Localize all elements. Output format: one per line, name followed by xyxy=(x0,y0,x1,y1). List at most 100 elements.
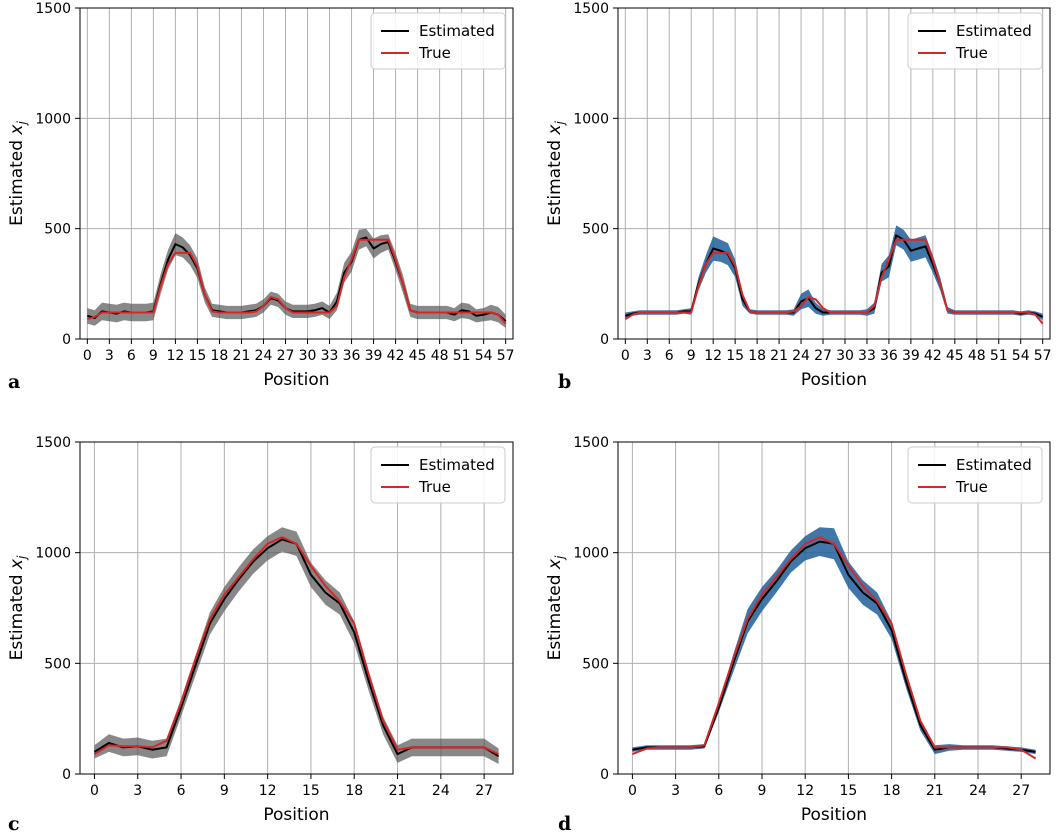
series-line-true xyxy=(93,536,500,756)
x-tick-label: 3 xyxy=(671,783,680,799)
y-axis-label: Estimated xj xyxy=(545,555,567,660)
axes-frame xyxy=(79,441,514,775)
x-tick-label: 33 xyxy=(321,348,339,364)
uncertainty-band xyxy=(94,527,499,764)
x-tick-label: 51 xyxy=(990,348,1008,364)
y-tick-label: 1500 xyxy=(573,1,609,17)
x-tick-label: 39 xyxy=(365,348,383,364)
x-tick-label: 0 xyxy=(628,783,637,799)
x-tick-label: 12 xyxy=(166,348,184,364)
uncertainty-band xyxy=(87,228,506,328)
x-tick-label: 3 xyxy=(643,348,652,364)
series-line-true xyxy=(87,238,507,325)
x-tick-label: 42 xyxy=(387,348,405,364)
y-tick-label: 1500 xyxy=(35,435,71,451)
uncertainty-band xyxy=(625,225,1043,321)
x-tick-label: 12 xyxy=(796,783,814,799)
legend-label-true: True xyxy=(955,478,988,496)
x-tick-label: 0 xyxy=(90,783,99,799)
x-tick-label: 12 xyxy=(259,783,277,799)
x-tick-label: 36 xyxy=(880,348,898,364)
y-tick-label: 1000 xyxy=(573,546,609,562)
panel-letter: b xyxy=(558,371,571,393)
y-tick-label: 500 xyxy=(582,222,609,238)
x-tick-label: 33 xyxy=(858,348,876,364)
x-tick-label: 0 xyxy=(83,348,92,364)
x-tick-label: 51 xyxy=(453,348,471,364)
x-tick-label: 6 xyxy=(127,348,136,364)
x-tick-label: 15 xyxy=(189,348,207,364)
x-tick-label: 21 xyxy=(770,348,788,364)
panel-letter: d xyxy=(558,813,571,834)
x-axis-label: Position xyxy=(801,805,867,825)
x-tick-label: 27 xyxy=(277,348,295,364)
x-tick-label: 30 xyxy=(299,348,317,364)
legend: Estimated True xyxy=(907,12,1043,70)
x-tick-label: 21 xyxy=(389,783,407,799)
x-tick-label: 24 xyxy=(792,348,810,364)
x-tick-label: 3 xyxy=(105,348,114,364)
series-line-true xyxy=(632,536,1037,760)
legend-box xyxy=(370,446,506,504)
x-axis-label: Position xyxy=(263,370,329,390)
axes-frame xyxy=(79,7,514,340)
y-tick-label: 500 xyxy=(44,656,71,672)
x-tick-label: 9 xyxy=(687,348,696,364)
y-axis-label: Estimated xj xyxy=(7,555,29,660)
x-tick-label: 24 xyxy=(432,783,450,799)
axes-frame xyxy=(617,7,1051,340)
x-tick-label: 27 xyxy=(814,348,832,364)
x-axis-label: Position xyxy=(263,805,329,825)
x-tick-label: 9 xyxy=(149,348,158,364)
legend-label-true: True xyxy=(955,44,988,62)
y-tick-label: 500 xyxy=(582,656,609,672)
y-tick-label: 1000 xyxy=(35,546,71,562)
legend-box xyxy=(907,12,1043,70)
legend-label-estimated: Estimated xyxy=(956,22,1032,40)
x-tick-label: 39 xyxy=(902,348,920,364)
y-axis-label: Estimated xj xyxy=(7,120,29,225)
x-tick-label: 54 xyxy=(475,348,493,364)
x-tick-label: 45 xyxy=(946,348,964,364)
x-tick-label: 6 xyxy=(665,348,674,364)
x-tick-label: 3 xyxy=(133,783,142,799)
legend-label-estimated: Estimated xyxy=(956,456,1032,474)
x-tick-label: 0 xyxy=(621,348,630,364)
legend-box xyxy=(907,446,1043,504)
legend-label-estimated: Estimated xyxy=(419,456,495,474)
y-tick-label: 1500 xyxy=(35,1,71,17)
x-axis-label: Position xyxy=(801,370,867,390)
legend: Estimated True xyxy=(370,12,506,70)
x-tick-label: 15 xyxy=(726,348,744,364)
x-tick-label: 48 xyxy=(968,348,986,364)
y-tick-label: 0 xyxy=(62,767,71,783)
legend: Estimated True xyxy=(370,446,506,504)
panel-b: 0 3 6 9 12 15 18 21 24 27 30 33 36 39 42 45 48 51 54 570500… xyxy=(545,1,1052,393)
x-tick-label: 48 xyxy=(431,348,449,364)
axes-frame xyxy=(617,441,1051,775)
panel-d: 0 3 6 9 12 15 18 21 24 27 0 500 1000 1500 Position Esti… xyxy=(545,435,1051,834)
x-tick-label: 18 xyxy=(748,348,766,364)
x-tick-label: 6 xyxy=(714,783,723,799)
x-tick-label: 9 xyxy=(758,783,767,799)
y-tick-label: 0 xyxy=(600,332,609,348)
x-tick-label: 45 xyxy=(409,348,427,364)
y-tick-label: 1500 xyxy=(573,435,609,451)
x-tick-label: 24 xyxy=(255,348,273,364)
legend-label-true: True xyxy=(418,478,451,496)
y-tick-label: 500 xyxy=(44,222,71,238)
panel-letter: c xyxy=(8,813,20,834)
x-tick-label: 30 xyxy=(836,348,854,364)
y-tick-label: 1000 xyxy=(35,111,71,127)
x-tick-label: 18 xyxy=(211,348,229,364)
x-tick-label: 12 xyxy=(704,348,722,364)
panel-letter: a xyxy=(8,371,20,393)
x-tick-label: 18 xyxy=(345,783,363,799)
y-tick-label: 0 xyxy=(62,332,71,348)
legend-label-estimated: Estimated xyxy=(419,22,495,40)
x-tick-label: 21 xyxy=(926,783,944,799)
x-tick-label: 27 xyxy=(1012,783,1030,799)
x-tick-label: 21 xyxy=(233,348,251,364)
